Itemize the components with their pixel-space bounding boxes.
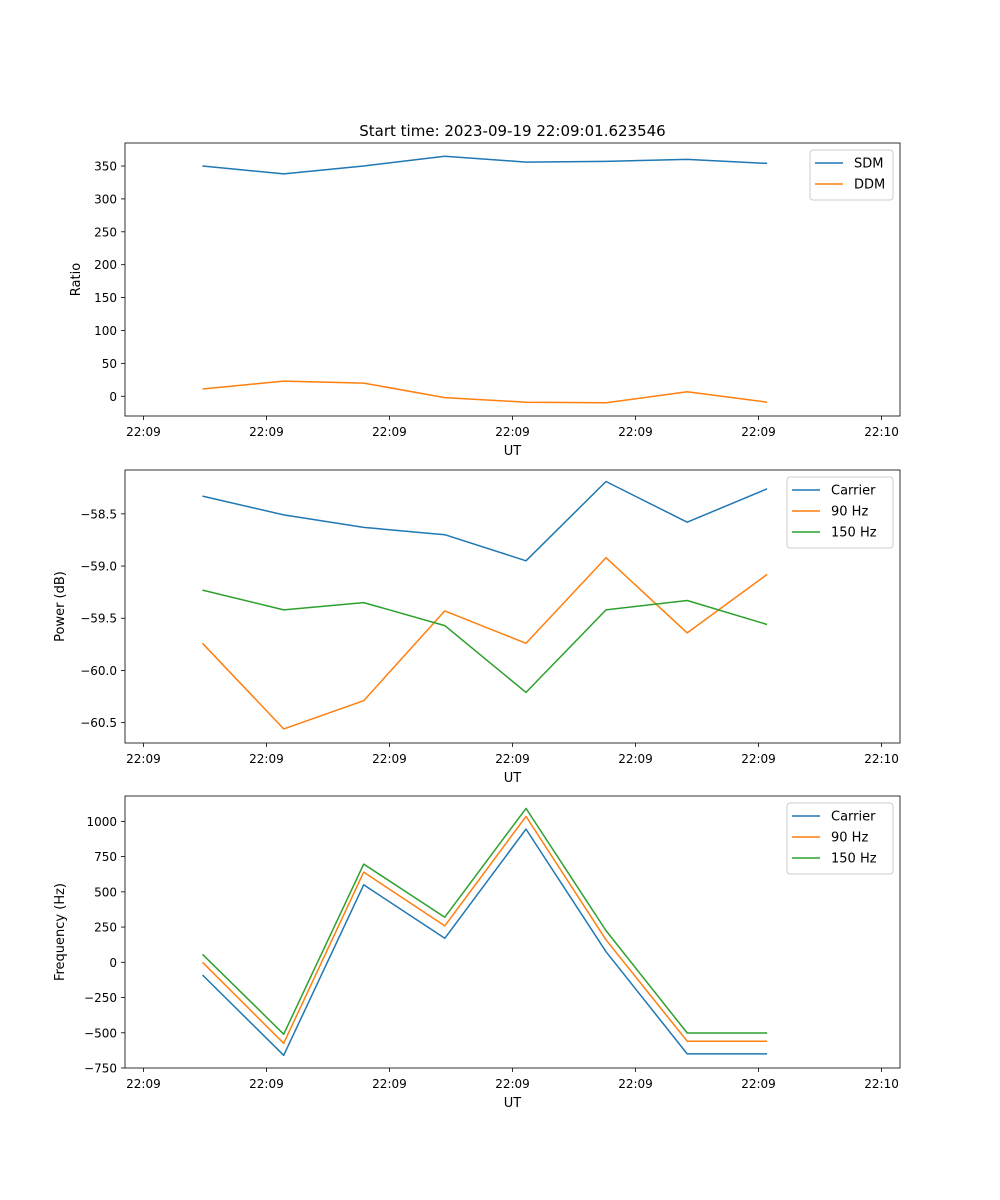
chart-2-series-line-1: [202, 480, 768, 562]
chart-3: 22:09 22:09 22:09 22:09 22:09 22:09 22:10 1000 7…: [53, 795, 901, 1111]
chart-3-x-axis-label: UT: [504, 1096, 522, 1111]
chart-1-y-tick-label: 50: [102, 357, 117, 371]
chart-1-x-tick-label: 22:09: [249, 425, 284, 439]
chart-2-y-tick-label: −59.0: [80, 560, 117, 574]
chart-2-x-tick-label: 22:09: [249, 752, 284, 766]
chart-1-series-line-1: [202, 155, 768, 175]
chart-3-legend-label-1: Carrier: [831, 810, 876, 825]
chart-3-y-tick-label: 500: [94, 885, 117, 899]
chart-1: 22:09 22:09 22:09 22:09 22:09 22:09 22:10 0 50 10…: [69, 142, 901, 459]
chart-2-x-tick-label: 22:09: [126, 752, 161, 766]
chart-3-x-tick-label: 22:09: [741, 1077, 776, 1091]
chart-2-y-axis-label: Power (dB): [53, 571, 68, 642]
chart-1-y-tick-label: 0: [109, 390, 117, 404]
chart-3-x-tick-label: 22:09: [126, 1077, 161, 1091]
chart-1-legend-label-2: DDM: [854, 178, 885, 193]
chart-2-legend-label-2: 90 Hz: [831, 505, 868, 520]
chart-3-series-line-1: [201, 828, 768, 1057]
chart-3-y-tick-label: −750: [84, 1062, 117, 1076]
chart-1-x-axis-label: UT: [504, 444, 522, 459]
chart-2-legend-label-1: Carrier: [831, 484, 876, 499]
chart-1-series-line-2: [202, 380, 768, 404]
chart-3-legend-box: [786, 802, 894, 875]
chart-1-y-tick-label: 350: [94, 160, 117, 174]
chart-3-y-tick-label: −500: [84, 1026, 117, 1040]
chart-2-y-tick-label: −60.5: [80, 716, 117, 730]
chart-2-y-tick-label: −60.0: [80, 664, 117, 678]
chart-3-x-tick-label: 22:09: [618, 1077, 653, 1091]
chart-1-y-tick-label: 200: [94, 258, 117, 272]
chart-2-axes-frame: [124, 469, 901, 744]
chart-3-y-tick-label: −250: [84, 991, 117, 1005]
chart-1-legend-label-1: SDM: [854, 157, 883, 172]
chart-3-legend-label-2: 90 Hz: [831, 831, 868, 846]
chart-1-y-tick-label: 300: [94, 192, 117, 206]
chart-3-y-tick-label: 750: [94, 850, 117, 864]
chart-1-y-tick-label: 250: [94, 225, 117, 239]
plots-container: 22:09 22:09 22:09 22:09 22:09 22:09 22:10 0 50 10…: [53, 142, 901, 1111]
chart-2-x-tick-label: 22:10: [864, 752, 899, 766]
chart-3-y-tick-label: 0: [109, 956, 117, 970]
chart-3-axes-frame: [124, 795, 901, 1069]
chart-3-series-line-2: [201, 815, 768, 1045]
chart-3-y-tick-label: 250: [94, 921, 117, 935]
chart-3-x-tick-label: 22:09: [249, 1077, 284, 1091]
chart-3-x-tick-label: 22:10: [864, 1077, 899, 1091]
chart-2-series-line-2: [201, 556, 768, 730]
chart-3-x-tick-label: 22:09: [372, 1077, 407, 1091]
chart-2-legend-box: [786, 476, 894, 549]
chart-1-axes-frame: [124, 142, 901, 417]
chart-3-y-tick-label: 1000: [86, 815, 117, 829]
chart-3-series-line-3: [201, 807, 768, 1035]
chart-1-x-tick-label: 22:09: [741, 425, 776, 439]
chart-1-y-axis-label: Ratio: [69, 263, 84, 296]
chart-2-x-tick-label: 22:09: [741, 752, 776, 766]
chart-2-x-tick-label: 22:09: [618, 752, 653, 766]
chart-2-x-tick-label: 22:09: [495, 752, 530, 766]
chart-2: 22:09 22:09 22:09 22:09 22:09 22:09 22:10 −58.5…: [53, 469, 901, 786]
chart-2-y-tick-label: −58.5: [80, 507, 117, 521]
chart-2-legend-label-3: 150 Hz: [831, 526, 877, 541]
chart-3-x-tick-label: 22:09: [495, 1077, 530, 1091]
chart-2-x-axis-label: UT: [504, 771, 522, 786]
chart-1-x-tick-label: 22:09: [618, 425, 653, 439]
chart-1-x-tick-label: 22:09: [495, 425, 530, 439]
chart-1-y-tick-label: 150: [94, 291, 117, 305]
chart-1-x-tick-label: 22:09: [126, 425, 161, 439]
chart-1-x-tick-label: 22:10: [864, 425, 899, 439]
chart-2-series-line-3: [202, 589, 768, 694]
chart-3-y-axis-label: Frequency (Hz): [53, 883, 68, 981]
chart-1-y-tick-label: 100: [94, 324, 117, 338]
chart-1-x-tick-label: 22:09: [372, 425, 407, 439]
figure-title: Start time: 2023-09-19 22:09:01.623546: [359, 122, 665, 140]
chart-2-y-tick-label: −59.5: [80, 612, 117, 626]
chart-3-legend-label-3: 150 Hz: [831, 852, 877, 867]
chart-2-x-tick-label: 22:09: [372, 752, 407, 766]
